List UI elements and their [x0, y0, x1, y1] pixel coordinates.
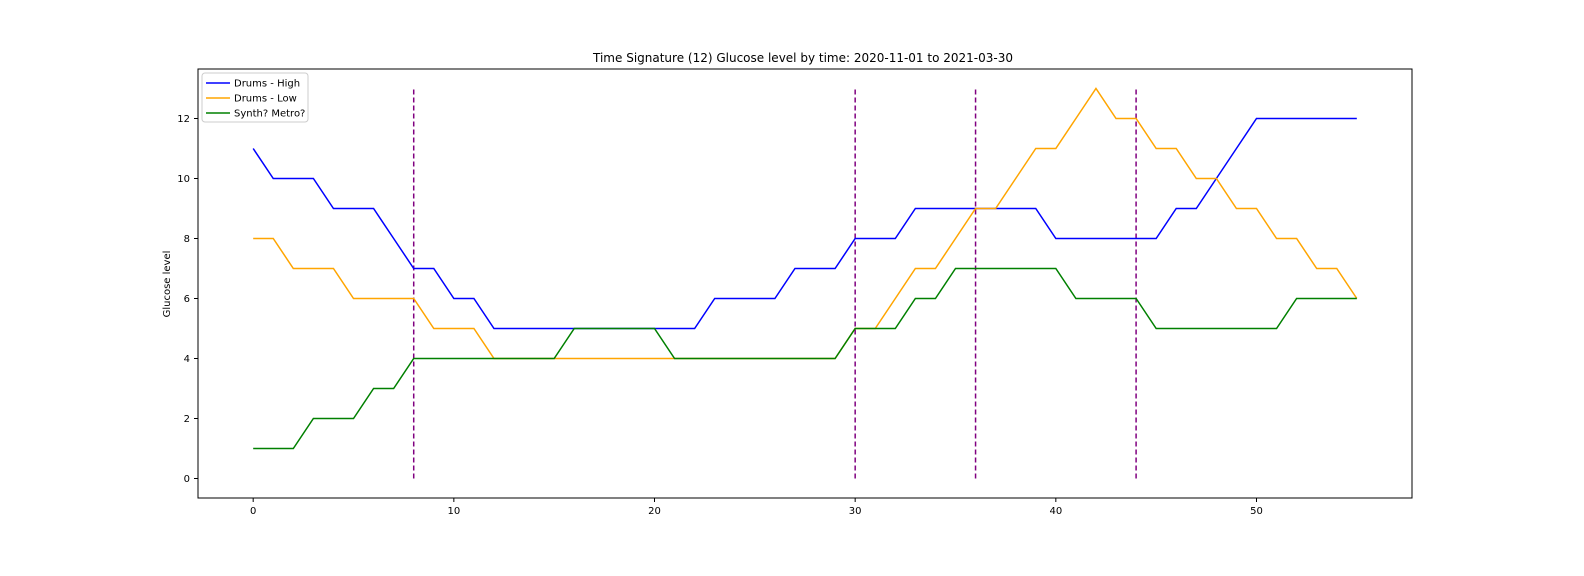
- legend-box: [201, 72, 309, 123]
- plot-frame: [197, 68, 1413, 499]
- series-line-0: [252, 117, 1357, 330]
- legend-label-1: Drums - Low: [234, 94, 297, 105]
- series-line-2: [253, 267, 1357, 450]
- legend: Drums - High Drums - Low Synth? Metro?: [201, 72, 309, 123]
- x-tick-label-3: 30: [849, 506, 862, 517]
- x-tick-label-0: 0: [250, 506, 256, 517]
- y-tick-label-6: 12: [177, 114, 190, 125]
- axis-ticks: 0 10 20 30 40 50 0 2 4 6 8 10 12: [177, 114, 1263, 517]
- y-tick-label-2: 4: [184, 354, 190, 365]
- x-tick-label-4: 40: [1049, 506, 1062, 517]
- y-tick-label-1: 2: [184, 414, 190, 425]
- chart-title: Time Signature (12) Glucose level by tim…: [592, 51, 1013, 65]
- x-tick-label-1: 10: [447, 506, 460, 517]
- y-axis-label: Glucose level: [162, 251, 173, 318]
- y-tick-label-4: 8: [184, 234, 190, 245]
- x-tick-label-2: 20: [648, 506, 661, 517]
- y-tick-label-0: 0: [184, 474, 190, 485]
- legend-label-0: Drums - High: [234, 79, 300, 90]
- legend-label-2: Synth? Metro?: [234, 109, 305, 120]
- y-tick-label-3: 6: [184, 294, 190, 305]
- series-lines: [252, 87, 1358, 450]
- x-tick-label-5: 50: [1250, 506, 1263, 517]
- vertical-markers: [412, 88, 1137, 479]
- series-line-1: [253, 87, 1358, 360]
- y-tick-label-5: 10: [177, 174, 190, 185]
